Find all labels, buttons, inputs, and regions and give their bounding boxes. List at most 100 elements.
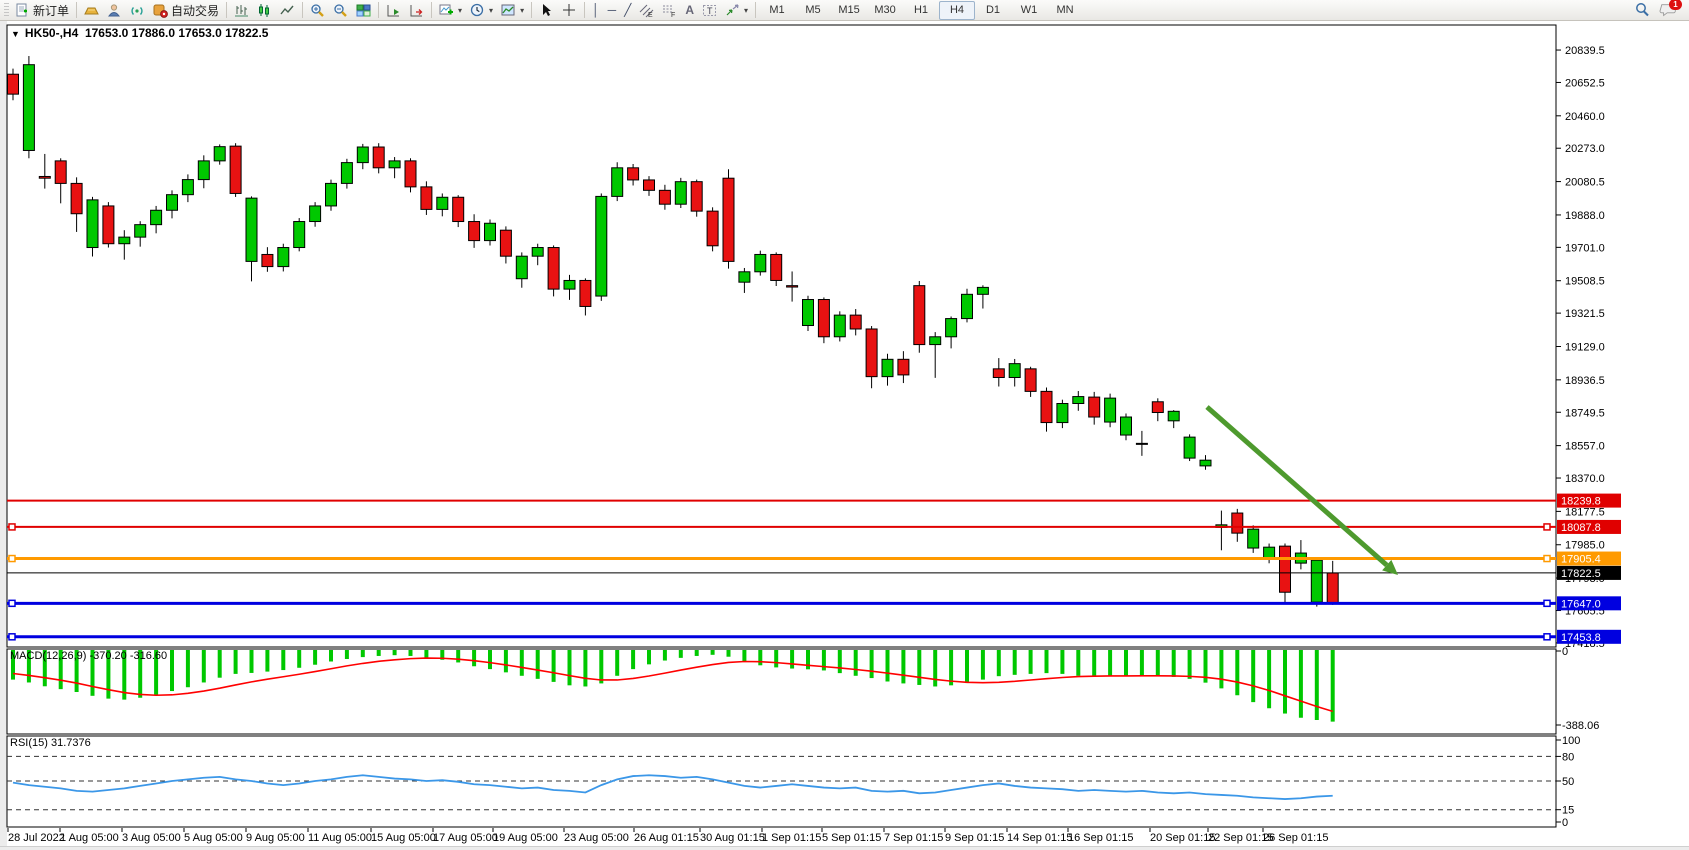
signal-button[interactable] [126, 0, 149, 20]
price-line-handle[interactable] [8, 633, 16, 641]
price-line-handle[interactable] [8, 599, 16, 608]
horizontal-line-tool[interactable]: ─ [604, 0, 621, 20]
chart-shift-button[interactable] [405, 0, 428, 20]
period-dropdown-arrow: ▾ [489, 5, 494, 15]
toolbar-grip[interactable] [4, 3, 9, 17]
profile-icon [107, 3, 122, 18]
time-label: 9 Sep 01:15 [945, 832, 1004, 844]
candle [452, 196, 465, 223]
svg-text:E: E [648, 12, 653, 18]
bar-chart-type-button[interactable] [230, 0, 253, 20]
candle [595, 195, 608, 297]
text-tool[interactable]: A [681, 0, 698, 20]
candle [1231, 512, 1244, 534]
price-line-handle[interactable] [1543, 554, 1551, 563]
search-icon [1634, 3, 1649, 18]
label-tool[interactable]: T [698, 0, 721, 20]
candle [531, 247, 544, 257]
notifications-button[interactable]: 1 [1659, 0, 1682, 19]
new-chart-dropdown-arrow: ▾ [458, 5, 463, 15]
candle [770, 253, 783, 281]
time-label: 20 Sep 01:15 [1150, 832, 1215, 844]
chart-title-dropdown-icon[interactable]: ▼ [11, 29, 20, 39]
trend-arrow[interactable] [1205, 405, 1389, 567]
new-chart-button[interactable]: ▾ [435, 0, 466, 20]
macd-tick-label: 0 [1562, 646, 1568, 658]
chart-symbol: HK50-,H4 [24, 26, 79, 40]
candle [404, 160, 417, 188]
candle [325, 182, 337, 207]
candle [309, 205, 322, 223]
price-tick-label: 20839.5 [1565, 45, 1605, 57]
price-badge-label: 18087.8 [1561, 522, 1601, 534]
auto-trading-button[interactable]: 自动交易 [149, 0, 223, 20]
candle [1056, 403, 1069, 424]
new-order-button[interactable]: 新订单 [11, 0, 73, 20]
price-tick-label: 19129.0 [1565, 341, 1605, 353]
price-tick-label: 20460.0 [1565, 111, 1605, 123]
price-line-handle[interactable] [8, 554, 16, 563]
candle [166, 194, 178, 211]
candle [388, 160, 401, 169]
timeframe-m30[interactable]: M30 [867, 1, 903, 20]
search-button[interactable] [1630, 0, 1653, 20]
signal-icon [130, 3, 145, 18]
rsi-line [12, 774, 1333, 800]
fibonacci-tool[interactable]: F [658, 0, 681, 20]
timeframe-w1[interactable]: W1 [1011, 1, 1047, 20]
timeframe-h4[interactable]: H4 [939, 0, 976, 20]
candle [22, 64, 35, 151]
timeframe-label: M30 [874, 4, 896, 16]
timeframe-mn[interactable]: MN [1047, 1, 1083, 20]
zoom-out-button[interactable] [329, 0, 352, 20]
candle [102, 205, 115, 245]
zoom-in-button[interactable] [306, 0, 329, 20]
shapes-icon [725, 3, 740, 18]
price-tick-label: 19508.5 [1565, 276, 1605, 288]
candle [945, 318, 958, 338]
candle [38, 175, 51, 179]
price-line-handle[interactable] [1543, 523, 1551, 531]
price-tick-label: 17985.0 [1565, 540, 1605, 552]
line-chart-type-button[interactable] [276, 0, 299, 20]
notification-badge: 1 [1669, 0, 1682, 10]
candlestick-type-button[interactable] [253, 0, 276, 20]
timeframe-m1[interactable]: M1 [759, 1, 795, 20]
timeframe-m15[interactable]: M15 [831, 1, 867, 20]
auto-scroll-button[interactable] [382, 0, 405, 20]
template-button[interactable]: ▾ [497, 0, 528, 20]
text-icon: A [685, 3, 694, 17]
vertical-line-tool[interactable]: │ [588, 0, 604, 20]
tile-windows-button[interactable] [352, 0, 375, 20]
svg-text:T: T [707, 6, 713, 16]
price-line-handle[interactable] [1543, 633, 1551, 641]
price-badge-label: 17647.0 [1561, 598, 1601, 610]
profile-button[interactable] [103, 0, 126, 20]
timeframe-m5[interactable]: M5 [795, 1, 831, 20]
macd-pane[interactable] [6, 648, 1557, 735]
candle [245, 197, 258, 262]
time-label: 9 Aug 05:00 [246, 832, 305, 844]
candle [70, 182, 83, 215]
candle [786, 285, 799, 288]
gold-button[interactable] [80, 0, 103, 20]
cursor-button[interactable] [535, 0, 558, 20]
shapes-tool[interactable]: ▾ [721, 0, 752, 20]
template-dropdown-arrow: ▾ [520, 5, 525, 15]
label-icon: T [702, 3, 717, 18]
candle [897, 358, 910, 376]
price-line-handle[interactable] [1543, 599, 1551, 608]
channel-tool[interactable]: E [635, 0, 658, 20]
timeframe-h1[interactable]: H1 [903, 1, 939, 20]
main-pane[interactable] [6, 24, 1557, 648]
price-line-handle[interactable] [8, 523, 16, 531]
trend-arrow-head[interactable] [1382, 559, 1398, 575]
price-badge-label: 17453.8 [1561, 632, 1601, 644]
period-button[interactable]: ▾ [466, 0, 497, 20]
candle [722, 177, 735, 262]
crosshair-button[interactable] [558, 0, 581, 20]
candle [563, 279, 576, 290]
trendline-tool[interactable]: ╱ [620, 0, 635, 20]
timeframe-d1[interactable]: D1 [975, 1, 1011, 20]
